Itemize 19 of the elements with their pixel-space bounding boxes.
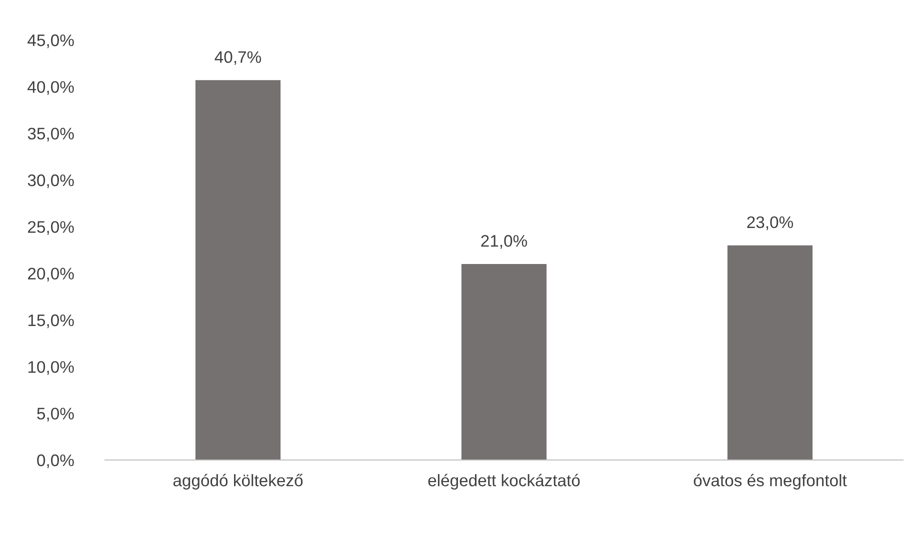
bar xyxy=(195,80,281,460)
y-tick-label: 35,0% xyxy=(28,128,74,142)
data-label: 40,7% xyxy=(214,51,262,65)
y-tick-label: 40,0% xyxy=(28,81,74,95)
y-tick-label: 5,0% xyxy=(37,408,74,422)
y-tick-label: 0,0% xyxy=(37,454,74,468)
y-tick-label: 25,0% xyxy=(28,221,74,235)
data-label: 23,0% xyxy=(747,216,794,230)
x-tick-label: elégedett kockáztató xyxy=(428,474,580,490)
x-tick-label: aggódó költekező xyxy=(173,474,303,490)
x-tick-label: óvatos és megfontolt xyxy=(694,474,847,490)
y-tick-label: 45,0% xyxy=(28,34,74,48)
data-label: 21,0% xyxy=(481,235,528,249)
y-tick-label: 30,0% xyxy=(28,174,74,188)
bar xyxy=(461,264,547,460)
y-tick-label: 10,0% xyxy=(28,361,74,375)
y-tick-label: 15,0% xyxy=(28,314,74,328)
bar xyxy=(727,245,813,460)
y-tick-label: 20,0% xyxy=(28,268,74,282)
